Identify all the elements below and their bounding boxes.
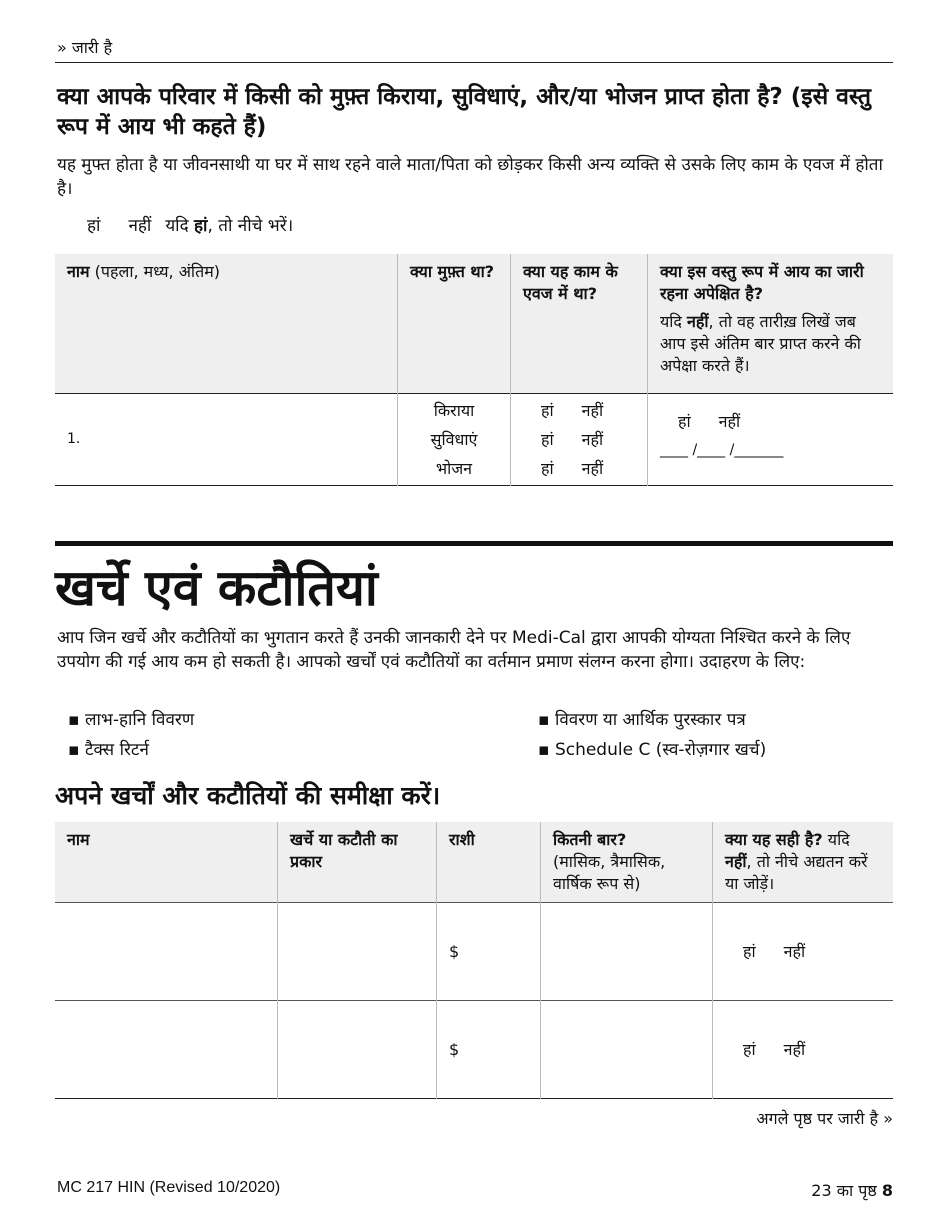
col-correct: क्या यह सही है? यदि नहीं, तो नीचे अद्यतन…: [712, 822, 893, 902]
correct-options: हां नहीं: [712, 902, 893, 1000]
bullet-item: ▪ Schedule C (स्व-रोज़गार खर्च): [538, 740, 767, 760]
col-continue: क्या इस वस्तु रूप में आय का जारी रहना अप…: [647, 254, 893, 393]
no-option[interactable]: नहीं: [783, 1040, 806, 1059]
col-frequency: कितनी बार? (मासिक, त्रैमासिक, वार्षिक रूप…: [540, 822, 713, 902]
continue-options: हां नहीं ____ /____ /_______: [647, 393, 893, 485]
expenses-table: नाम खर्चे या कटौती का प्रकार राशी कितनी …: [55, 822, 893, 1099]
table-row: $ हां नहीं: [55, 1000, 893, 1098]
frequency-cell[interactable]: [540, 902, 713, 1000]
continued-label: » जारी है: [57, 38, 113, 57]
item-food: भोजन: [435, 458, 473, 478]
instruction-suffix: , तो नीचे भरें।: [207, 216, 294, 236]
no-option[interactable]: नहीं: [581, 400, 604, 420]
col-type: खर्चे या कटौती का प्रकार: [277, 822, 437, 902]
bullet-item: ▪ टैक्स रिटर्न: [68, 740, 149, 760]
yes-option[interactable]: हां: [743, 1040, 756, 1059]
amount-cell[interactable]: $: [436, 1000, 541, 1098]
type-cell[interactable]: [277, 1000, 437, 1098]
section-description: आप जिन खर्चे और कटौतियों का भुगतान करते …: [57, 628, 851, 672]
date-field[interactable]: ____ /____ /_______: [660, 441, 784, 458]
col-name: नाम (पहला, मध्य, अंतिम): [67, 262, 221, 281]
amount-cell[interactable]: $: [436, 902, 541, 1000]
item-rent: किराया: [433, 400, 475, 420]
item-utilities: सुविधाएं: [430, 429, 478, 449]
section-title: खर्चे एवं कटौतियां: [55, 559, 378, 617]
yes-option[interactable]: हां: [87, 216, 101, 236]
yes-option[interactable]: हां: [541, 458, 554, 478]
type-cell[interactable]: [277, 902, 437, 1000]
col-free: क्या मुफ़्त था?: [397, 254, 511, 393]
subheading: अपने खर्चों और कटौतियों की समीक्षा करें।: [55, 781, 441, 810]
continued-next-page: अगले पृष्ठ पर जारी है »: [756, 1109, 893, 1128]
no-option[interactable]: नहीं: [128, 216, 152, 236]
no-option[interactable]: नहीं: [783, 942, 806, 961]
correct-options: हां नहीं: [712, 1000, 893, 1098]
no-option[interactable]: नहीं: [718, 411, 741, 431]
section-rule: [55, 541, 893, 546]
table-row: 1. किराया सुविधाएं भोजन हां नहीं हां नहीं …: [55, 393, 893, 485]
instruction-text: यदि: [165, 216, 189, 236]
section-heading: क्या आपके परिवार में किसी को मुफ़्त किरा…: [57, 84, 871, 140]
bullet-item: ▪ लाभ-हानि विवरण: [68, 710, 195, 730]
frequency-cell[interactable]: [540, 1000, 713, 1098]
no-option[interactable]: नहीं: [581, 458, 604, 478]
section-description: यह मुफ्त होता है या जीवनसाथी या घर में स…: [57, 155, 883, 199]
col-amount: राशी: [436, 822, 541, 902]
col-work: क्या यह काम के एवज में था?: [510, 254, 648, 393]
work-options: हां नहीं हां नहीं हां नहीं: [510, 393, 648, 485]
yes-option[interactable]: हां: [678, 411, 691, 431]
yes-option[interactable]: हां: [541, 429, 554, 449]
yes-no-question: हां नहीं यदि हां, तो नीचे भरें।: [87, 214, 293, 238]
table-row: $ हां नहीं: [55, 902, 893, 1000]
col-name: नाम: [67, 830, 90, 849]
name-cell[interactable]: [55, 902, 278, 1000]
instruction-bold: हां: [194, 216, 208, 236]
row-number[interactable]: 1.: [67, 431, 81, 447]
yes-option[interactable]: हां: [541, 400, 554, 420]
yes-option[interactable]: हां: [743, 942, 756, 961]
bullet-item: ▪ विवरण या आर्थिक पुरस्कार पत्र: [538, 710, 746, 730]
form-id: MC 217 HIN (Revised 10/2020): [57, 1179, 281, 1196]
in-kind-income-table: नाम (पहला, मध्य, अंतिम) क्या मुफ़्त था? …: [55, 254, 893, 486]
name-cell[interactable]: [55, 1000, 278, 1098]
no-option[interactable]: नहीं: [581, 429, 604, 449]
page-number: 23 का पृष्ठ 8: [811, 1181, 893, 1200]
item-list: किराया सुविधाएं भोजन: [397, 393, 511, 485]
divider: [55, 62, 893, 63]
